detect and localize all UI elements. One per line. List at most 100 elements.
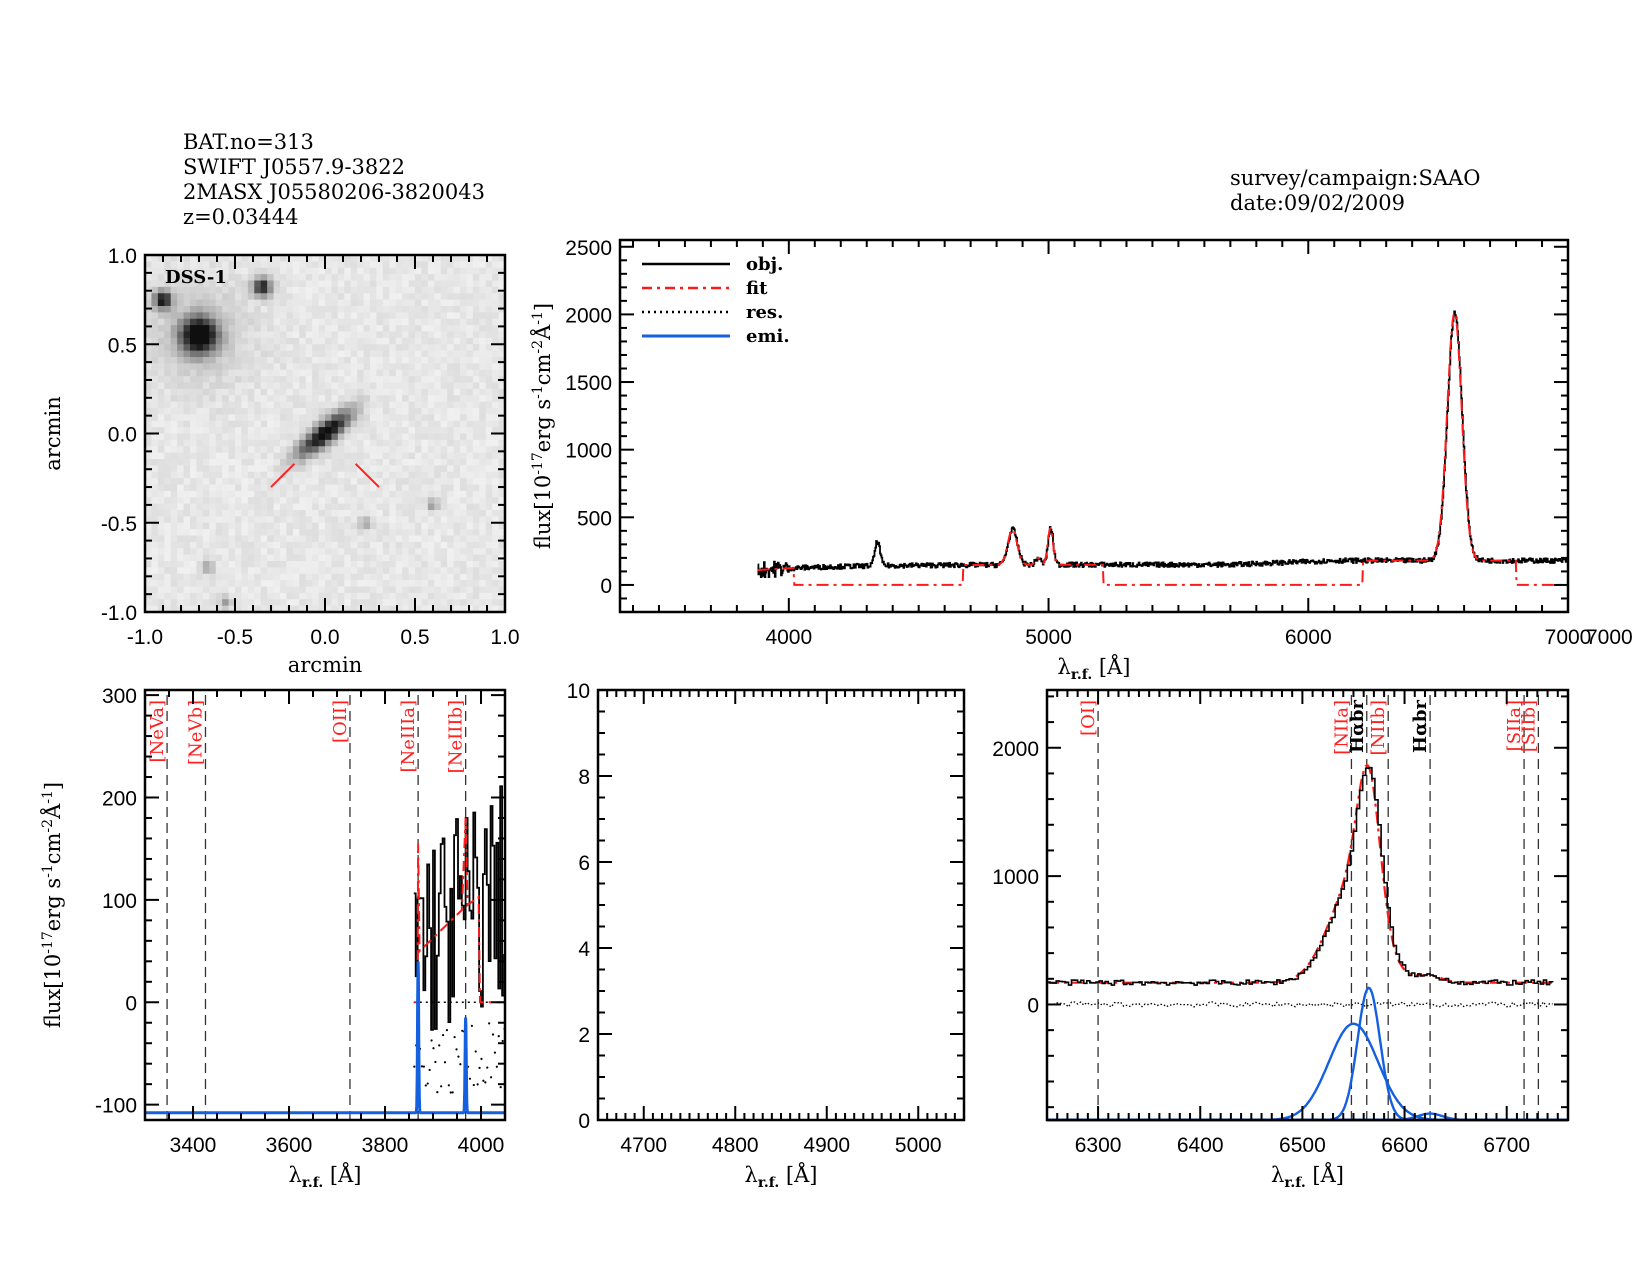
axis-ticks [144, 690, 506, 1120]
image-pixel [247, 350, 255, 358]
image-pixel [337, 484, 345, 492]
image-pixel [305, 306, 313, 313]
image-pixel [357, 293, 365, 301]
image-pixel [273, 382, 281, 390]
image-pixel [427, 286, 435, 294]
image-pixel [370, 541, 378, 549]
image-pixel [170, 388, 178, 396]
image-pixel [337, 318, 345, 326]
image-pixel [145, 522, 153, 530]
image-pixel [382, 446, 390, 454]
subscript: r.f. [1071, 667, 1092, 683]
image-pixel [292, 433, 300, 441]
image-pixel [280, 573, 288, 581]
image-pixel [402, 408, 410, 415]
image-pixel [498, 452, 506, 460]
image-pixel [170, 484, 178, 492]
2mass-id: 2MASX J05580206-3820043 [183, 180, 485, 204]
image-pixel [389, 497, 397, 505]
image-pixel [318, 261, 326, 269]
image-pixel [305, 573, 313, 581]
image-pixel [254, 592, 262, 600]
image-pixel [325, 299, 333, 307]
image-pixel [350, 363, 358, 371]
image-pixel [215, 561, 223, 568]
image-pixel [370, 344, 378, 352]
image-pixel [235, 484, 243, 492]
image-pixel [415, 573, 423, 581]
image-pixel [389, 255, 397, 262]
image-pixel [453, 573, 461, 581]
image-pixel [447, 395, 455, 403]
image-pixel [485, 274, 493, 282]
image-pixel [415, 490, 423, 498]
image-pixel [472, 446, 480, 454]
image-pixel [344, 414, 352, 422]
image-pixel [157, 388, 165, 396]
image-pixel [337, 325, 345, 333]
image-pixel [157, 280, 165, 288]
image-pixel [350, 599, 358, 607]
image-pixel [215, 325, 223, 333]
image-pixel [421, 592, 429, 600]
image-pixel [215, 408, 223, 415]
image-pixel [370, 497, 378, 505]
image-pixel [337, 293, 345, 301]
image-pixel [408, 586, 416, 594]
image-pixel [472, 420, 480, 428]
image-pixel [415, 255, 423, 262]
image-pixel [350, 293, 358, 301]
image-pixel [209, 471, 217, 479]
image-pixel [421, 401, 429, 409]
residual-point [420, 1065, 424, 1068]
image-pixel [440, 439, 448, 447]
image-pixel [325, 388, 333, 396]
image-pixel [492, 561, 500, 568]
image-pixel [337, 529, 345, 537]
image-pixel [440, 369, 448, 377]
image-pixel [260, 561, 268, 568]
image-pixel [299, 554, 307, 562]
image-pixel [215, 274, 223, 282]
image-pixel [408, 490, 416, 498]
image-pixel [170, 427, 178, 435]
image-pixel [228, 516, 236, 524]
image-pixel [447, 299, 455, 307]
image-pixel [157, 337, 165, 345]
image-pixel [363, 439, 371, 447]
image-pixel [447, 592, 455, 600]
image-pixel [254, 433, 262, 441]
image-pixel [440, 401, 448, 409]
residual-point [499, 1086, 502, 1089]
image-pixel [460, 567, 468, 575]
image-pixel [202, 497, 210, 505]
image-pixel [222, 580, 230, 588]
image-pixel [305, 471, 313, 479]
image-pixel [427, 420, 435, 428]
image-pixel [222, 376, 230, 384]
image-pixel [305, 586, 313, 594]
image-pixel [247, 293, 255, 301]
image-pixel [485, 586, 493, 594]
image-pixel [376, 363, 384, 371]
image-pixel [202, 561, 210, 568]
image-pixel [370, 484, 378, 492]
image-pixel [331, 561, 339, 568]
image-pixel [170, 529, 178, 537]
image-pixel [408, 331, 416, 339]
image-pixel [337, 312, 345, 320]
image-pixel [331, 497, 339, 505]
image-pixel [427, 306, 435, 313]
image-pixel [453, 586, 461, 594]
image-pixel [164, 395, 172, 403]
image-pixel [183, 439, 191, 447]
image-pixel [202, 554, 210, 562]
image-pixel [164, 420, 172, 428]
image-pixel [170, 382, 178, 390]
image-pixel [170, 497, 178, 505]
image-pixel [164, 299, 172, 307]
image-pixel [408, 452, 416, 460]
image-pixel [395, 331, 403, 339]
image-pixel [447, 357, 455, 364]
x-tick-label: 6700 [1483, 1134, 1530, 1157]
